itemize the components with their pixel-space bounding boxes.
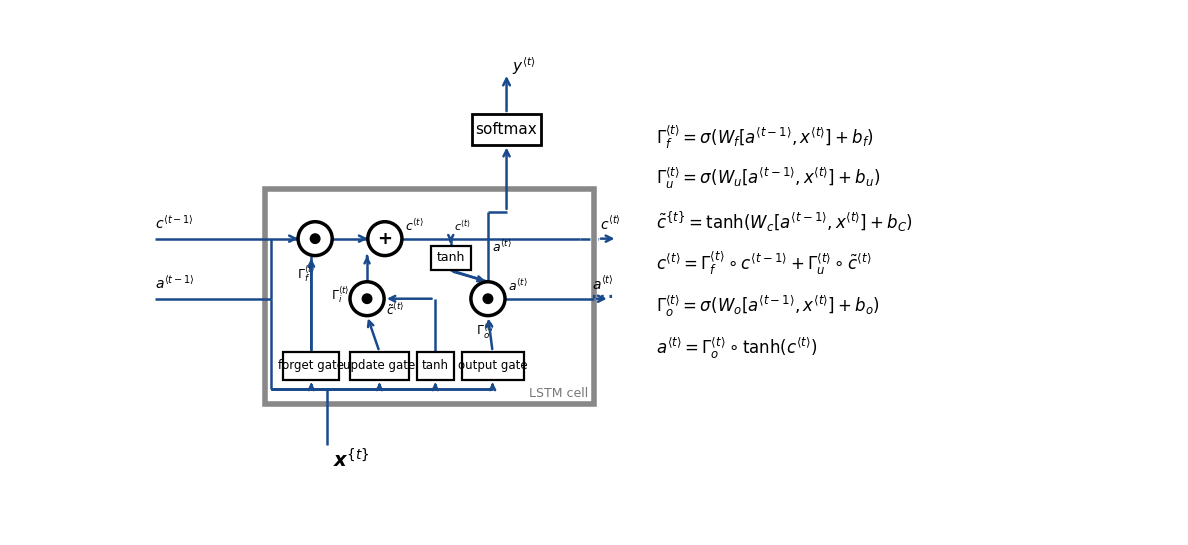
Circle shape <box>362 294 372 304</box>
Circle shape <box>484 294 493 304</box>
Text: forget gate: forget gate <box>278 359 345 372</box>
Text: $y^{\langle t\rangle}$: $y^{\langle t\rangle}$ <box>512 55 536 77</box>
Text: $\Gamma_i^{\langle t\rangle}$: $\Gamma_i^{\langle t\rangle}$ <box>331 283 350 305</box>
FancyBboxPatch shape <box>430 246 470 270</box>
FancyBboxPatch shape <box>265 189 594 404</box>
Text: $a^{\langle t\rangle}$: $a^{\langle t\rangle}$ <box>592 275 613 293</box>
Text: $\Gamma_o^{\langle t\rangle} = \sigma(W_o[a^{\langle t-1\rangle},x^{\langle t\ra: $\Gamma_o^{\langle t\rangle} = \sigma(W_… <box>656 294 880 319</box>
Circle shape <box>470 282 505 316</box>
FancyBboxPatch shape <box>417 352 454 379</box>
Text: $a^{\langle t\rangle}$: $a^{\langle t\rangle}$ <box>508 278 527 294</box>
Text: output gate: output gate <box>457 359 527 372</box>
FancyBboxPatch shape <box>350 352 409 379</box>
Text: tanh: tanh <box>436 251 465 264</box>
Circle shape <box>350 282 384 316</box>
Text: +: + <box>378 229 392 247</box>
Circle shape <box>298 222 333 256</box>
Circle shape <box>368 222 402 256</box>
Text: $\boldsymbol{x}^{\{t\}}$: $\boldsymbol{x}^{\{t\}}$ <box>333 448 369 471</box>
Text: $\cdots$: $\cdots$ <box>589 283 613 307</box>
Text: $\Gamma_f^{\langle t\rangle}$: $\Gamma_f^{\langle t\rangle}$ <box>297 263 315 284</box>
Text: tanh: tanh <box>422 359 449 372</box>
Text: $\Gamma_u^{\langle t\rangle} = \sigma(W_u[a^{\langle t-1\rangle},x^{\langle t\ra: $\Gamma_u^{\langle t\rangle} = \sigma(W_… <box>656 166 880 191</box>
Text: $\tilde{c}^{\langle t\rangle}$: $\tilde{c}^{\langle t\rangle}$ <box>386 302 404 318</box>
Text: $c^{\langle t\rangle} = \Gamma_f^{\langle t\rangle} \circ c^{\langle t-1\rangle}: $c^{\langle t\rangle} = \Gamma_f^{\langl… <box>656 250 872 277</box>
Text: $c^{\langle t\rangle}$: $c^{\langle t\rangle}$ <box>405 218 424 234</box>
Text: update gate: update gate <box>343 359 416 372</box>
FancyBboxPatch shape <box>473 114 541 145</box>
Text: $\Gamma_f^{\langle t\rangle} = \sigma(W_f[a^{\langle t-1\rangle},x^{\langle t\ra: $\Gamma_f^{\langle t\rangle} = \sigma(W_… <box>656 124 874 150</box>
Text: $a^{\langle t\rangle}$: $a^{\langle t\rangle}$ <box>492 239 512 255</box>
Circle shape <box>310 234 320 244</box>
Text: $c^{\langle t\rangle}$: $c^{\langle t\rangle}$ <box>600 215 620 233</box>
Text: softmax: softmax <box>475 122 537 137</box>
Text: LSTM cell: LSTM cell <box>529 386 588 399</box>
Text: $\Gamma_o^{\langle t\rangle}$: $\Gamma_o^{\langle t\rangle}$ <box>475 322 494 341</box>
Text: $a^{\langle t\rangle} = \Gamma_o^{\langle t\rangle} \circ \tanh(c^{\langle t\ran: $a^{\langle t\rangle} = \Gamma_o^{\langl… <box>656 335 817 361</box>
FancyBboxPatch shape <box>462 352 524 379</box>
Text: $c^{\langle t\rangle}$: $c^{\langle t\rangle}$ <box>454 219 470 234</box>
FancyBboxPatch shape <box>284 352 339 379</box>
Text: $a^{\langle t-1\rangle}$: $a^{\langle t-1\rangle}$ <box>154 274 195 292</box>
Text: $c^{\langle t-1\rangle}$: $c^{\langle t-1\rangle}$ <box>154 214 194 232</box>
Text: $\tilde{c}^{\{t\}} = \tanh(W_c[a^{\langle t-1\rangle},x^{\langle t\rangle}]+b_C): $\tilde{c}^{\{t\}} = \tanh(W_c[a^{\langl… <box>656 210 914 234</box>
